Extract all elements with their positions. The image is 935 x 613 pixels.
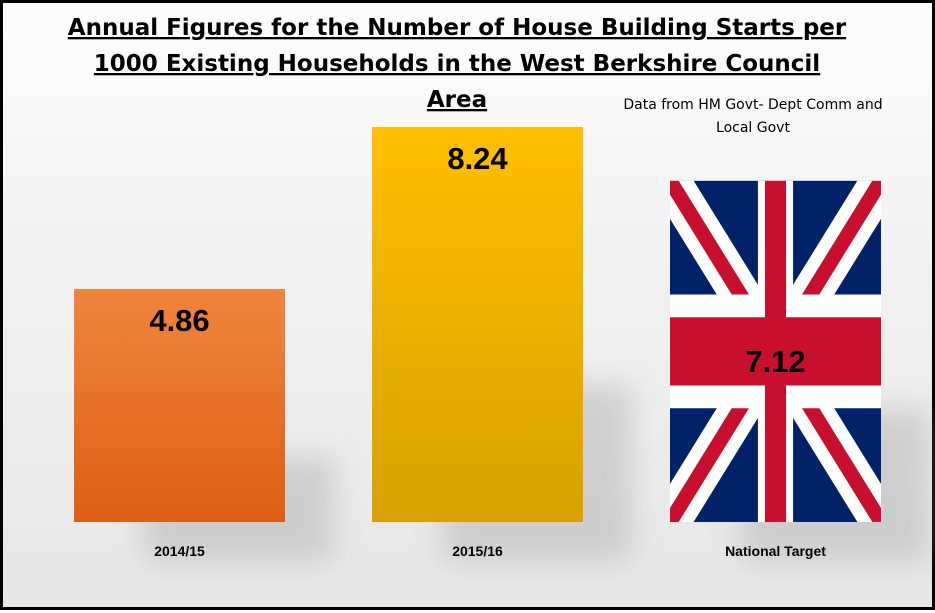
bar-chart: Annual Figures for the Number of House B…	[68, 15, 930, 562]
category-label-national-target: National Target	[725, 543, 826, 559]
bar-national-target	[670, 180, 881, 522]
value-label-2014-15: 4.86	[149, 303, 209, 338]
chart-title-line-1: Annual Figures for the Number of House B…	[68, 15, 847, 41]
value-label-national-target: 7.12	[745, 344, 805, 379]
source-note-line-1: Data from HM Govt- Dept Comm and	[623, 97, 882, 113]
bar-2015-16	[372, 127, 583, 522]
value-label-2015-16: 8.24	[447, 141, 508, 176]
bar-2014-15	[74, 289, 285, 522]
source-note-line-2: Local Govt	[716, 120, 790, 136]
source-note: Data from HM Govt- Dept Comm and Local G…	[623, 97, 882, 136]
category-label-2015-16: 2015/16	[452, 543, 503, 559]
chart-title-line-3: Area	[427, 87, 487, 113]
category-label-2014-15: 2014/15	[154, 543, 205, 559]
chart-title: Annual Figures for the Number of House B…	[68, 15, 847, 113]
chart-title-line-2: 1000 Existing Households in the West Ber…	[94, 51, 820, 77]
